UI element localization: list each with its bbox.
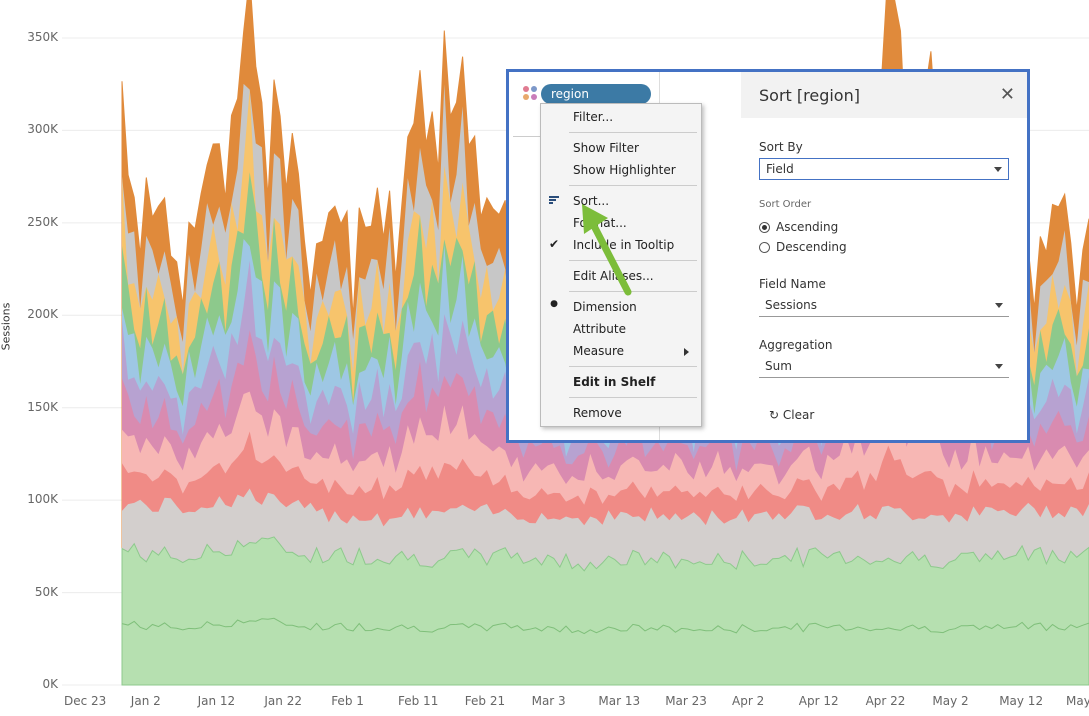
x-tick-label: Apr 22: [865, 694, 906, 708]
x-tick-label: Apr 12: [798, 694, 839, 708]
menu-divider: [569, 185, 697, 186]
menu-item-dimension[interactable]: Dimension: [573, 300, 637, 314]
sort-by-label: Sort By: [759, 140, 803, 154]
chevron-down-icon: [995, 303, 1003, 308]
x-tick-label: Mar 23: [665, 694, 707, 708]
y-tick-label: 100K: [27, 492, 58, 507]
menu-item-sort[interactable]: Sort...: [573, 194, 610, 208]
series-line: [121, 617, 1089, 635]
region-pill-row[interactable]: region: [513, 78, 659, 104]
menu-item-edit-aliases[interactable]: Edit Aliases...: [573, 269, 654, 283]
aggregation-label: Aggregation: [759, 338, 833, 352]
clear-button[interactable]: ↻ Clear: [769, 408, 814, 422]
menu-divider: [569, 397, 697, 398]
color-dot-icon: [531, 86, 537, 92]
divider: [513, 136, 543, 137]
descending-radio[interactable]: Descending: [759, 240, 847, 254]
reset-icon: ↻: [769, 408, 780, 422]
radio-selected-icon: [759, 222, 770, 233]
x-tick-label: Dec 23: [64, 694, 107, 708]
sort-panel-header: Sort [region] ✕: [741, 72, 1027, 118]
x-tick-label: Mar 13: [598, 694, 641, 708]
sort-by-select[interactable]: Field: [759, 158, 1009, 180]
x-tick-label: Jan 12: [197, 694, 236, 708]
x-tick-label: Mar 3: [531, 694, 566, 708]
menu-item-measure[interactable]: Measure: [573, 344, 624, 358]
chevron-down-icon: [994, 167, 1002, 172]
y-tick-label: 150K: [27, 399, 58, 414]
y-tick-label: 250K: [27, 214, 58, 229]
chevron-down-icon: [995, 364, 1003, 369]
menu-divider: [569, 366, 697, 367]
context-menu: Filter... Show Filter Show Highlighter S…: [540, 103, 702, 427]
y-tick-label: 0K: [42, 677, 58, 691]
y-tick-label: 50K: [34, 584, 58, 599]
x-tick-label: Jan 22: [264, 694, 302, 708]
y-tick-label: 300K: [27, 122, 58, 137]
menu-item-edit-in-shelf[interactable]: Edit in Shelf: [573, 375, 656, 389]
region-pill[interactable]: region: [541, 84, 651, 104]
field-name-select[interactable]: Sessions: [759, 295, 1009, 317]
clear-label: Clear: [782, 408, 815, 422]
x-tick-label: Feb 21: [464, 694, 506, 708]
menu-divider: [569, 260, 697, 261]
ascending-label: Ascending: [776, 220, 839, 234]
menu-divider: [569, 132, 697, 133]
menu-item-filter[interactable]: Filter...: [573, 110, 614, 124]
area-series: [121, 536, 1089, 686]
checkmark-icon: ✔: [548, 237, 560, 251]
field-name-value: Sessions: [765, 298, 818, 312]
menu-item-show-highlighter[interactable]: Show Highlighter: [573, 163, 676, 177]
color-dot-icon: [531, 94, 537, 100]
sort-by-value: Field: [766, 162, 794, 176]
menu-divider: [569, 291, 697, 292]
ascending-radio[interactable]: Ascending: [759, 220, 838, 234]
descending-label: Descending: [776, 240, 847, 254]
menu-item-attribute[interactable]: Attribute: [573, 322, 626, 336]
x-tick-label: Feb 11: [398, 694, 439, 708]
sort-panel: Sort [region] ✕ Sort By Field Sort Order…: [741, 72, 1027, 440]
sort-icon: [547, 194, 561, 209]
close-icon[interactable]: ✕: [999, 84, 1015, 105]
field-name-label: Field Name: [759, 277, 826, 291]
x-tick-label: Apr 2: [732, 694, 765, 708]
aggregation-value: Sum: [765, 359, 792, 373]
green-arrow-annotation: [582, 204, 632, 296]
submenu-arrow-icon: [684, 348, 689, 356]
radio-unselected-icon: [759, 242, 770, 253]
x-tick-label: May 22: [1066, 694, 1089, 708]
x-tick-label: May 2: [932, 694, 969, 708]
sort-panel-title: Sort [region]: [759, 86, 860, 105]
x-tick-label: Feb 1: [331, 694, 364, 708]
x-tick-label: May 12: [999, 694, 1044, 708]
aggregation-select[interactable]: Sum: [759, 356, 1009, 378]
y-tick-label: 200K: [27, 307, 58, 322]
sort-order-label: Sort Order: [759, 199, 812, 210]
color-dot-icon: [523, 86, 529, 92]
menu-item-show-filter[interactable]: Show Filter: [573, 141, 639, 155]
bullet-icon: ●: [550, 299, 558, 309]
menu-item-remove[interactable]: Remove: [573, 406, 622, 420]
y-tick-label: 350K: [27, 30, 58, 44]
color-dot-icon: [523, 94, 529, 100]
x-tick-label: Jan 2: [130, 694, 161, 708]
